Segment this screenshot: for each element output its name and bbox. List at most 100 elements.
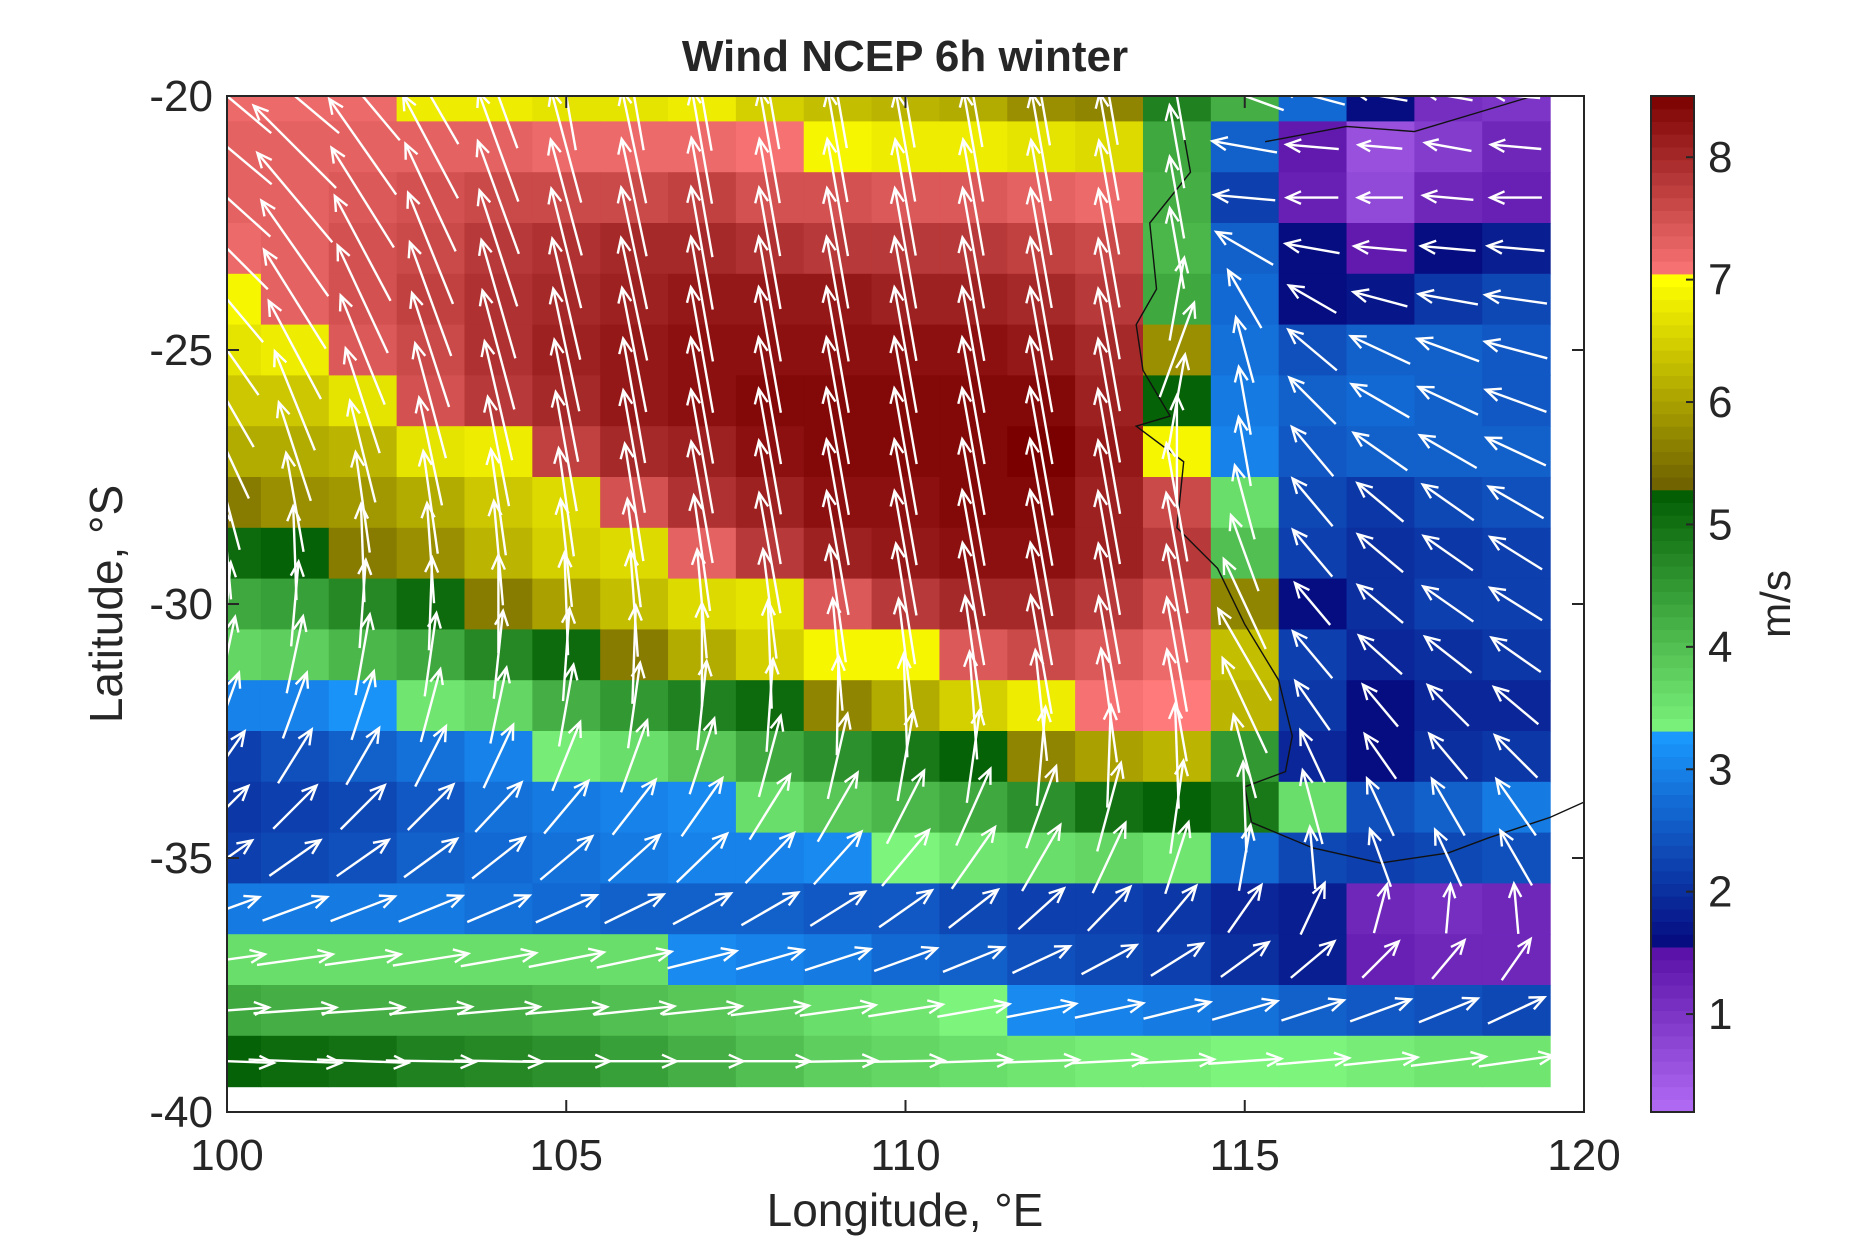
- wind-arrow: [1080, 943, 1140, 976]
- wind-arrow: [957, 284, 986, 413]
- wind-arrow-shaft: [1424, 635, 1473, 674]
- wind-arrow-head: [760, 597, 777, 617]
- wind-arrow-head: [1422, 138, 1440, 152]
- wind-arrow-shaft: [937, 1002, 1010, 1018]
- wind-arrow: [1367, 826, 1393, 888]
- wind-arrow-shaft: [324, 953, 401, 967]
- wind-arrow: [1491, 685, 1540, 726]
- wind-arrow-head: [621, 42, 634, 58]
- wind-arrow: [1349, 382, 1410, 419]
- wind-arrow-head: [1109, 760, 1125, 779]
- wind-arrow: [262, 247, 327, 350]
- wind-arrow-shaft: [227, 895, 260, 911]
- wind-arrow: [959, 593, 983, 714]
- wind-arrow-head: [929, 1053, 948, 1069]
- x-tick-label: 100: [190, 1131, 263, 1180]
- wind-arrow: [616, 184, 649, 310]
- wind-arrow-shaft: [1158, 302, 1196, 398]
- wind-arrow: [821, 234, 850, 362]
- wind-arrow-head: [1169, 392, 1185, 411]
- wind-arrow-shaft: [826, 713, 849, 800]
- wind-arrow-shaft: [1487, 996, 1545, 1025]
- wind-arrow: [1093, 593, 1121, 713]
- wind-arrow-shaft: [565, 96, 577, 151]
- wind-arrow-head: [554, 496, 570, 516]
- wind-arrow: [821, 334, 850, 465]
- wind-arrow: [1094, 96, 1120, 201]
- wind-arrow: [1289, 96, 1346, 106]
- wind-arrow: [868, 999, 946, 1018]
- wind-arrow: [1091, 820, 1127, 894]
- wind-arrow: [350, 668, 377, 741]
- wind-arrow: [957, 234, 986, 362]
- wind-arrow-shaft: [419, 668, 442, 743]
- wind-arrow-shaft: [1097, 189, 1121, 308]
- wind-arrow-shaft: [336, 244, 389, 354]
- wind-arrow: [1282, 238, 1340, 255]
- wind-arrow-shaft: [1290, 940, 1336, 979]
- wind-arrow-shaft: [1097, 288, 1122, 412]
- wind-arrow-head: [1433, 827, 1449, 846]
- wind-arrow-shaft: [831, 598, 844, 711]
- colorbar: 1 2 3 4 5 6 7 8: [1650, 95, 1732, 1113]
- wind-arrow-shaft: [604, 893, 665, 925]
- wind-arrow-shaft: [549, 139, 583, 256]
- wind-arrow-head: [1414, 336, 1434, 351]
- wind-arrow-shaft: [825, 439, 850, 566]
- wind-arrow-head: [1355, 191, 1371, 205]
- wind-arrow: [965, 707, 986, 803]
- wind-arrow-shaft: [758, 138, 782, 257]
- wind-arrow-head: [1093, 541, 1109, 560]
- wind-arrow: [535, 894, 600, 924]
- wind-arrow-shaft: [1028, 438, 1054, 566]
- wind-arrow: [821, 436, 850, 566]
- wind-arrow-head: [1233, 414, 1249, 434]
- wind-arrow-head: [1420, 482, 1439, 499]
- wind-arrow-head: [249, 948, 268, 964]
- wind-arrow-head: [553, 445, 569, 465]
- wind-arrow-shaft: [1150, 942, 1204, 977]
- wind-arrow: [357, 557, 373, 649]
- wind-arrow-shaft: [1301, 769, 1324, 845]
- wind-arrow: [475, 138, 521, 255]
- wind-arrow-head: [977, 766, 992, 785]
- wind-arrow-shaft: [1107, 96, 1119, 146]
- wind-arrow: [414, 723, 448, 788]
- wind-arrow: [1422, 634, 1473, 674]
- wind-arrow-head: [446, 894, 466, 909]
- wind-arrow: [748, 772, 792, 841]
- wind-arrow-shaft: [593, 1004, 675, 1016]
- wind-arrow-head: [1053, 944, 1073, 960]
- wind-arrow: [685, 284, 715, 413]
- wind-arrow: [618, 387, 647, 513]
- wind-arrow: [1208, 1052, 1285, 1068]
- wind-arrow-shaft: [1232, 714, 1258, 799]
- wind-arrow: [324, 948, 404, 967]
- colorbar-band: [1651, 477, 1694, 491]
- wind-arrow: [329, 145, 395, 249]
- wind-arrow-head: [957, 284, 973, 304]
- wind-arrow: [626, 660, 646, 749]
- wind-arrow-shaft: [680, 777, 724, 837]
- wind-arrow-head: [212, 455, 225, 471]
- wind-arrow-head: [846, 829, 864, 848]
- wind-arrow-shaft: [757, 236, 782, 362]
- wind-arrow-head: [957, 487, 973, 507]
- wind-arrow-head: [617, 96, 633, 107]
- wind-arrow-shaft: [1353, 290, 1408, 308]
- wind-arrow: [1093, 285, 1122, 412]
- wind-arrow-shaft: [1441, 96, 1473, 102]
- wind-arrow-shaft: [1502, 96, 1541, 100]
- wind-arrow: [548, 285, 581, 412]
- wind-arrow-shaft: [895, 96, 917, 202]
- wind-arrow-head: [1289, 424, 1307, 443]
- wind-arrow-shaft: [1029, 237, 1054, 361]
- wind-arrow: [957, 385, 986, 516]
- wind-arrow-shaft: [835, 655, 840, 756]
- wind-arrow-shaft: [1025, 765, 1058, 849]
- wind-arrow-shaft: [227, 448, 250, 500]
- wind-arrow: [667, 947, 740, 970]
- wind-arrow-shaft: [1034, 650, 1049, 761]
- wind-arrow-head: [411, 340, 427, 360]
- wind-arrow-shaft: [1422, 585, 1475, 623]
